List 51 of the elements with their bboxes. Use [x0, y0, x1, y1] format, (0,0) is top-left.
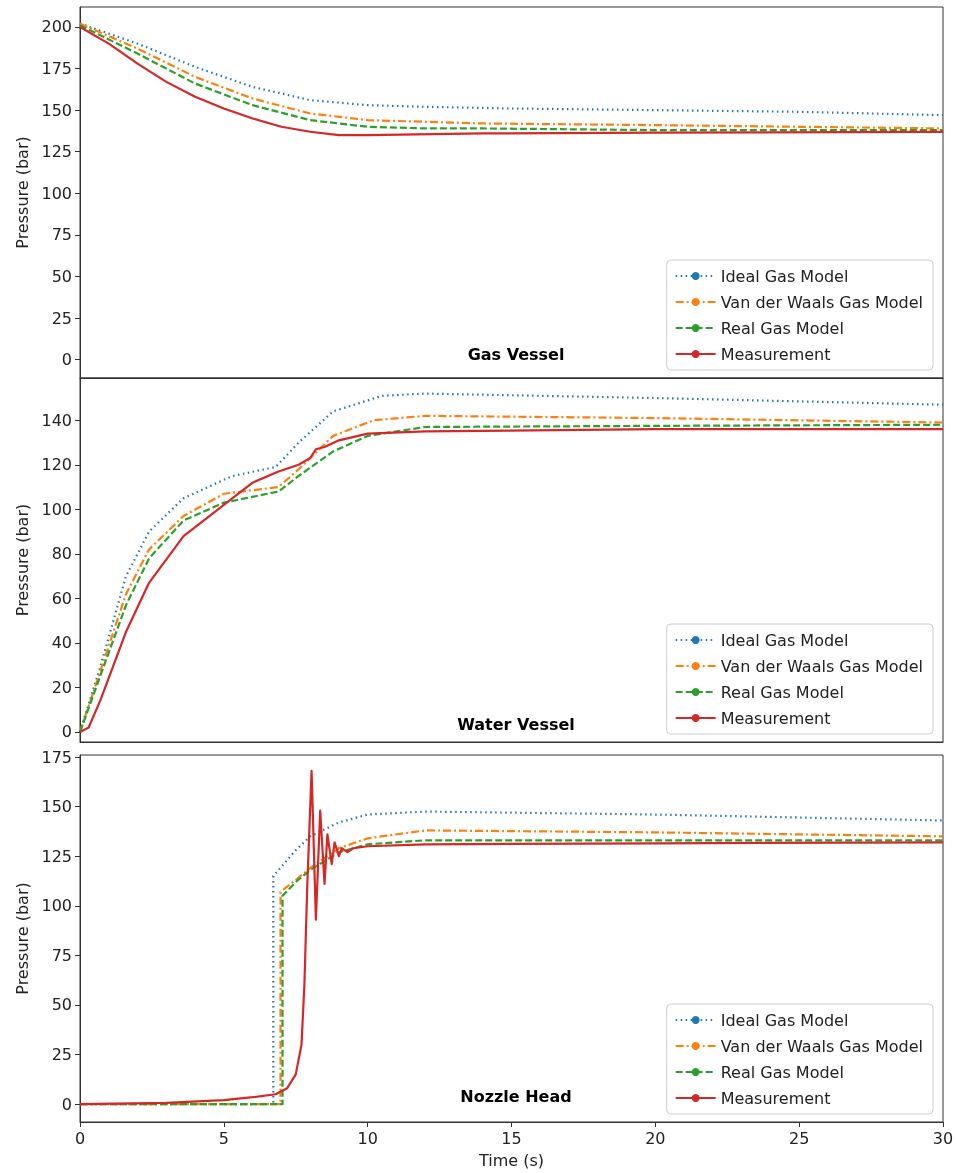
y-tick-label: 150	[41, 100, 72, 120]
legend-label: Ideal Gas Model	[720, 266, 849, 286]
x-tick-label: 30	[932, 1128, 954, 1148]
y-tick-label: 120	[41, 455, 72, 475]
legend-label: Van der Waals Gas Model	[720, 292, 924, 312]
y-tick-label: 200	[41, 17, 72, 37]
legend-label: Real Gas Model	[720, 682, 844, 702]
legend-label: Real Gas Model	[720, 1062, 844, 1082]
y-tick-label: 75	[51, 225, 72, 245]
y-tick-label: 0	[61, 350, 72, 370]
y-tick-label: 100	[41, 183, 72, 203]
text: Water Vessel	[457, 714, 575, 734]
y-tick-label: 125	[41, 142, 72, 162]
y-axis-title: Pressure (bar)	[12, 882, 32, 995]
y-tick-label: 50	[51, 995, 72, 1015]
y-tick-label: 140	[41, 410, 72, 430]
x-tick-label: 5	[218, 1128, 229, 1148]
text: Nozzle Head	[460, 1086, 572, 1106]
legend-label: Measurement	[720, 708, 831, 728]
y-tick-label: 175	[41, 59, 72, 79]
x-axis-title: Time (s)	[477, 1150, 545, 1170]
y-tick-label: 100	[41, 896, 72, 916]
y-tick-label: 150	[41, 797, 72, 817]
y-axis-title: Pressure (bar)	[12, 503, 32, 617]
y-axis-title: Pressure (bar)	[12, 136, 32, 249]
x-tick-label: 10	[357, 1128, 378, 1148]
y-tick-label: 175	[41, 747, 72, 767]
y-tick-label: 50	[51, 267, 72, 287]
y-tick-label: 25	[51, 308, 72, 328]
y-tick-label: 20	[51, 677, 72, 697]
legend-label: Measurement	[720, 344, 831, 364]
legend-label: Van der Waals Gas Model	[720, 656, 924, 676]
y-tick-label: 75	[51, 945, 72, 965]
x-tick-label: 20	[645, 1128, 666, 1148]
x-tick-label: 15	[501, 1128, 522, 1148]
x-tick-label: 0	[74, 1128, 86, 1148]
legend-label: Ideal Gas Model	[720, 1010, 849, 1030]
y-tick-label: 80	[51, 544, 72, 564]
legend-label: Ideal Gas Model	[720, 630, 849, 650]
text: Gas Vessel	[467, 344, 565, 364]
legend-label: Real Gas Model	[720, 318, 844, 338]
y-tick-label: 100	[41, 499, 72, 519]
y-tick-label: 125	[41, 846, 72, 866]
y-tick-label: 0	[61, 722, 72, 742]
y-tick-label: 60	[51, 588, 72, 608]
legend-label: Measurement	[720, 1088, 831, 1108]
y-tick-label: 25	[51, 1045, 72, 1065]
legend-label: Van der Waals Gas Model	[720, 1036, 924, 1056]
y-tick-label: 40	[51, 633, 72, 653]
x-tick-label: 25	[788, 1128, 810, 1148]
y-tick-label: 0	[61, 1094, 72, 1114]
